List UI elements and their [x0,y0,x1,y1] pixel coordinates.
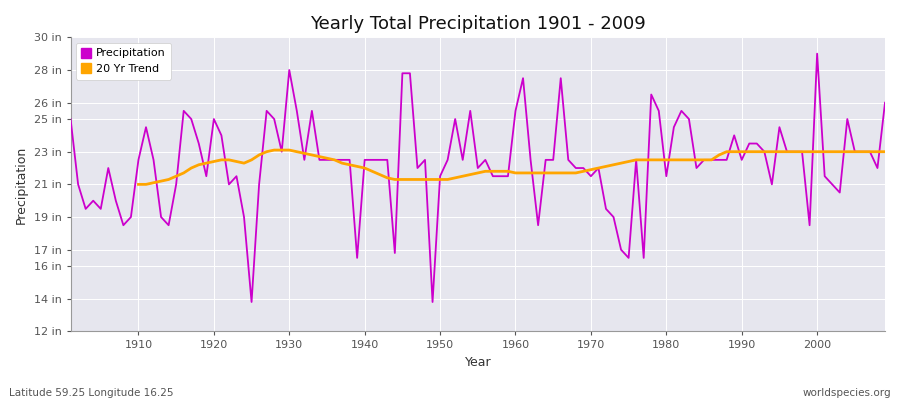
Y-axis label: Precipitation: Precipitation [15,145,28,224]
Text: Latitude 59.25 Longitude 16.25: Latitude 59.25 Longitude 16.25 [9,388,174,398]
Legend: Precipitation, 20 Yr Trend: Precipitation, 20 Yr Trend [76,43,171,80]
Text: worldspecies.org: worldspecies.org [803,388,891,398]
X-axis label: Year: Year [464,356,491,369]
Title: Yearly Total Precipitation 1901 - 2009: Yearly Total Precipitation 1901 - 2009 [310,15,645,33]
